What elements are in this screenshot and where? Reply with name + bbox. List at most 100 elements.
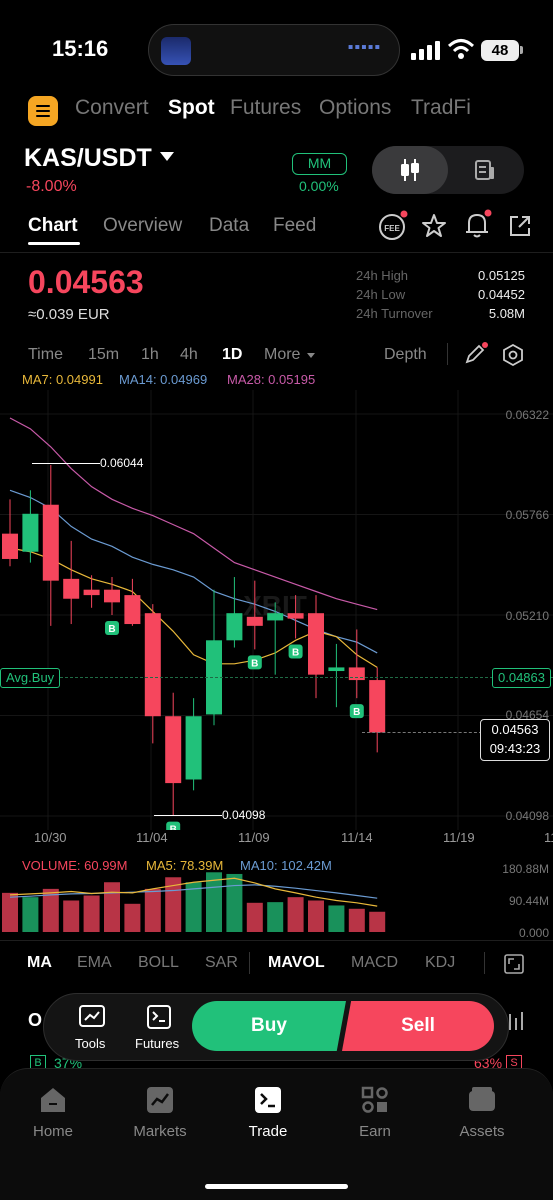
view-toggle[interactable] — [372, 146, 524, 194]
tab-data[interactable]: Data — [209, 215, 250, 236]
volume-bar — [246, 902, 263, 932]
volume-ma5-line — [9, 877, 378, 907]
svg-text:B: B — [108, 624, 115, 635]
home-icon[interactable] — [38, 1085, 68, 1115]
fee-icon[interactable]: FEE — [378, 210, 410, 242]
caret-down-icon[interactable] — [160, 152, 174, 161]
mm-value: 0.00% — [299, 178, 339, 194]
futures-icon[interactable] — [145, 1004, 173, 1030]
trade-icon[interactable] — [253, 1085, 283, 1115]
mm-badge[interactable]: MM — [292, 153, 347, 175]
candle — [308, 595, 324, 699]
tab-spot[interactable]: Spot — [168, 96, 215, 119]
indicator-sar[interactable]: SAR — [205, 954, 238, 971]
pair-selector[interactable]: KAS/USDT — [24, 144, 152, 172]
action-bar: Tools Futures Buy Sell — [43, 993, 509, 1061]
volume-legend: VOLUME: 60.99M — [22, 858, 128, 873]
ma7-legend: MA7: 0.04991 — [22, 372, 103, 387]
buy-marker: B — [288, 644, 303, 659]
orderbook-view-icon[interactable] — [474, 159, 496, 181]
draw-pencil-icon[interactable] — [463, 342, 489, 366]
buy-button[interactable]: Buy — [192, 1001, 346, 1051]
tab-feed[interactable]: Feed — [273, 215, 317, 236]
volume-bar — [226, 873, 243, 932]
indicator-ma[interactable]: MA — [27, 954, 52, 971]
tab-trade[interactable]: Trade — [248, 1123, 288, 1140]
tab-earn[interactable]: Earn — [359, 1123, 391, 1140]
buy-marker: B — [166, 821, 181, 830]
candle-countdown: 09:43:23 — [489, 741, 541, 756]
indicator-ema[interactable]: EMA — [77, 954, 112, 971]
chart-view-button[interactable] — [372, 146, 448, 194]
volume-bar — [144, 888, 161, 932]
price-axis-label: 0.05210 — [505, 609, 549, 623]
interval-more[interactable]: More — [264, 346, 301, 363]
candle — [348, 629, 365, 699]
tab-options[interactable]: Options — [319, 96, 392, 119]
earn-icon[interactable] — [360, 1085, 390, 1115]
star-icon[interactable] — [421, 213, 447, 239]
price-axis-label: 0.06322 — [505, 408, 549, 422]
date-label: 11/04 — [136, 830, 168, 845]
share-icon[interactable] — [507, 213, 533, 239]
candle — [63, 540, 80, 625]
indicator-kdj[interactable]: KDJ — [425, 954, 456, 971]
assets-icon[interactable] — [467, 1085, 497, 1115]
interval-time[interactable]: Time — [28, 346, 63, 363]
volume-bar — [83, 895, 100, 932]
stat-value-low: 0.04452 — [478, 287, 525, 302]
ma28-legend: MA28: 0.05195 — [227, 372, 316, 387]
tab-home[interactable]: Home — [32, 1123, 73, 1140]
interval-4h[interactable]: 4h — [180, 346, 198, 363]
buy-marker: B — [105, 621, 119, 635]
bottom-tab-bar: Home Markets Trade Earn Assets — [0, 1068, 553, 1200]
status-time: 15:16 — [52, 36, 109, 61]
candle — [328, 643, 345, 708]
chart-settings-icon[interactable] — [502, 344, 524, 366]
candlestick-chart[interactable]: XBIT BBBBB — [0, 390, 553, 830]
indicator-macd[interactable]: MACD — [351, 954, 399, 971]
expand-icon[interactable] — [503, 953, 525, 975]
volume-axis-label: 180.88M — [502, 862, 549, 876]
interval-15m[interactable]: 15m — [88, 346, 120, 363]
depth-button[interactable]: Depth — [384, 346, 427, 363]
avg-buy-label[interactable]: Avg.Buy — [0, 668, 61, 688]
stat-value-high: 0.05125 — [478, 268, 525, 283]
tools-label[interactable]: Tools — [75, 1036, 106, 1051]
volume-ma5-legend: MA5: 78.39M — [146, 858, 224, 873]
low-leader-line — [154, 815, 222, 816]
avg-buy-line — [0, 677, 553, 678]
orderbook-filter-icon[interactable] — [506, 1010, 526, 1032]
volume-axis-label: 0.000 — [518, 926, 549, 940]
tab-tradfi[interactable]: TradFi — [411, 96, 471, 119]
battery-icon: 48 — [481, 40, 519, 61]
volume-bar — [104, 882, 120, 932]
tools-icon[interactable] — [78, 1004, 106, 1030]
sell-button[interactable]: Sell — [342, 1001, 494, 1051]
interval-divider — [447, 343, 448, 365]
tab-convert[interactable]: Convert — [75, 96, 149, 119]
interval-1d[interactable]: 1D — [222, 346, 243, 363]
date-label: 11/19 — [443, 830, 475, 845]
tab-futures[interactable]: Futures — [230, 96, 302, 119]
menu-button[interactable] — [28, 96, 58, 126]
candle — [2, 499, 18, 567]
fee-icon-text: FEE — [384, 224, 400, 233]
tab-assets[interactable]: Assets — [459, 1123, 505, 1140]
indicator-boll[interactable]: BOLL — [138, 954, 179, 971]
orderbook-peek-tab[interactable]: O — [28, 1010, 43, 1030]
tab-markets[interactable]: Markets — [133, 1123, 187, 1140]
futures-label[interactable]: Futures — [135, 1036, 180, 1051]
interval-1h[interactable]: 1h — [141, 346, 159, 363]
markets-icon[interactable] — [145, 1085, 175, 1115]
bell-icon[interactable] — [463, 208, 493, 240]
volume-bar — [369, 911, 386, 932]
tab-chart[interactable]: Chart — [28, 215, 78, 236]
indicator-mavol[interactable]: MAVOL — [268, 954, 325, 971]
candle — [287, 595, 304, 639]
more-caret-icon[interactable] — [307, 353, 315, 358]
tab-overview[interactable]: Overview — [103, 215, 183, 236]
volume-bar — [63, 900, 80, 932]
candle — [124, 578, 141, 626]
date-label: 10/30 — [34, 830, 67, 845]
